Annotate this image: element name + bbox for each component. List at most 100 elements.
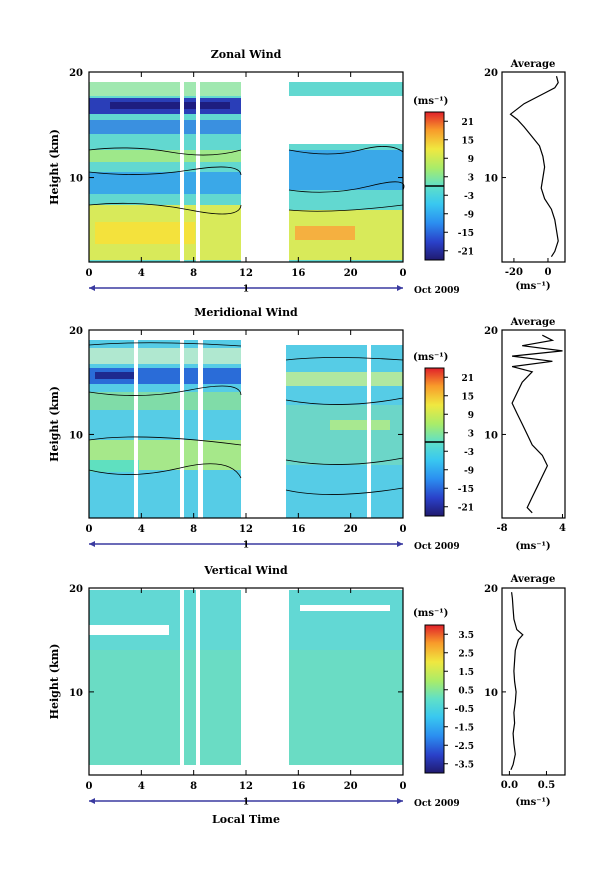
profile-y-tick-label: 20 — [484, 326, 498, 337]
day-label: 1 — [243, 541, 249, 551]
profile-y-tick-label: 10 — [484, 174, 498, 185]
colorbar-tick-label: 3.5 — [458, 631, 474, 641]
profile-unit: (ms⁻¹) — [515, 541, 550, 552]
colorbar-tick-label: 21 — [461, 374, 474, 384]
profile-line — [510, 592, 524, 771]
profile-title: Average — [510, 59, 556, 70]
colorbar-tick-label: 15 — [461, 136, 474, 146]
heatmap-vertical — [89, 590, 403, 775]
colorbar-meridional: (ms⁻¹) — [413, 352, 448, 517]
heatmap-zonal — [88, 72, 405, 262]
x-tick-label: 0 — [400, 268, 407, 279]
x-tick-label: 4 — [138, 268, 145, 279]
profile-y-tick-label: 20 — [484, 68, 498, 79]
panel-vertical: Vertical Wind (ms⁻¹) Average (ms⁻¹) — [88, 564, 566, 808]
x-tick-label: 16 — [291, 524, 305, 535]
x-tick-label: 12 — [239, 268, 253, 279]
day-label: 1 — [243, 798, 249, 808]
profile-x-tick-label: -8 — [496, 523, 507, 534]
colorbar-tick-label: 3 — [468, 429, 474, 439]
profile-title: Average — [510, 317, 556, 328]
profile-frame — [501, 587, 566, 776]
profile-y-tick-label: 20 — [484, 584, 498, 595]
colorbar-unit: (ms⁻¹) — [413, 352, 448, 363]
x-tick-label: 4 — [138, 524, 145, 535]
colorbar-tick-label: -0.5 — [455, 705, 474, 715]
colorbar-tick-label: 9 — [468, 411, 474, 421]
panel-meridional: Meridional Wind (ms⁻¹) — [88, 306, 566, 552]
colorbar-tick-label: -3 — [464, 192, 474, 202]
y-axis-label: Height (km) — [48, 129, 61, 205]
profile-x-tick-label: 0.5 — [538, 780, 555, 791]
x-tick-label: 8 — [190, 781, 197, 792]
profile-y-tick-label: 10 — [484, 430, 498, 441]
x-tick-label: 8 — [190, 524, 197, 535]
profile-x-tick-label: 0 — [544, 267, 551, 278]
profile-x-tick-label: -20 — [505, 267, 523, 278]
profile-x-tick-label: 4 — [559, 523, 566, 534]
x-tick-label: 16 — [291, 781, 305, 792]
date-label: Oct 2009 — [414, 799, 460, 809]
colorbar-tick-label: -9 — [464, 210, 474, 220]
x-tick-label: 0 — [86, 268, 93, 279]
colorbar-tick-label: 2.5 — [458, 649, 474, 659]
x-tick-label: 20 — [344, 524, 358, 535]
x-tick-label: 0 — [400, 524, 407, 535]
profile-y-tick-label: 10 — [484, 688, 498, 699]
colorbar-tick-label: -15 — [458, 485, 474, 495]
x-tick-label: 20 — [344, 268, 358, 279]
day-label: 1 — [243, 285, 249, 295]
x-axis-label: Local Time — [212, 813, 280, 826]
x-tick-label: 16 — [291, 268, 305, 279]
colorbar-tick-label: -3.5 — [455, 760, 474, 770]
panel-title: Zonal Wind — [211, 48, 282, 61]
colorbar-zonal: (ms⁻¹) — [413, 96, 448, 261]
x-tick-label: 20 — [344, 781, 358, 792]
x-tick-label: 0 — [400, 781, 407, 792]
y-tick-label: 20 — [69, 584, 83, 595]
y-axis-label: Height (km) — [48, 644, 61, 720]
panel-zonal: Zonal Wind (ms⁻¹) — [88, 48, 566, 292]
y-tick-label: 10 — [69, 174, 83, 185]
colorbar-tick-label: -15 — [458, 229, 474, 239]
date-label: Oct 2009 — [414, 286, 460, 296]
colorbar-vertical: (ms⁻¹) — [413, 608, 448, 774]
profile-unit: (ms⁻¹) — [515, 281, 550, 292]
panel-title: Vertical Wind — [203, 564, 288, 577]
profile-unit: (ms⁻¹) — [515, 797, 550, 808]
date-label: Oct 2009 — [414, 542, 460, 552]
colorbar-tick-label: 9 — [468, 155, 474, 165]
heatmap-meridional — [88, 330, 404, 518]
profile-line — [509, 76, 559, 258]
y-tick-label: 20 — [69, 326, 83, 337]
colorbar-tick-label: -2.5 — [455, 742, 474, 752]
colorbar-tick-label: 0.5 — [458, 686, 474, 696]
x-tick-label: 0 — [86, 781, 93, 792]
colorbar-tick-label: 1.5 — [458, 668, 474, 678]
profile-frame — [501, 329, 566, 519]
x-tick-label: 12 — [239, 524, 253, 535]
colorbar-tick-label: -21 — [458, 247, 474, 257]
panel-title: Meridional Wind — [194, 306, 298, 319]
colorbar-tick-label: 21 — [461, 118, 474, 128]
x-tick-label: 4 — [138, 781, 145, 792]
profile-title: Average — [510, 574, 556, 585]
colorbar-tick-label: 15 — [461, 392, 474, 402]
profile-frame — [501, 71, 566, 263]
colorbar-tick-label: 3 — [468, 173, 474, 183]
y-tick-label: 10 — [69, 688, 83, 699]
y-tick-label: 10 — [69, 430, 83, 441]
profile-line — [511, 334, 563, 514]
profile-x-tick-label: 0.0 — [501, 780, 518, 791]
colorbar-tick-label: -21 — [458, 503, 474, 513]
colorbar-unit: (ms⁻¹) — [413, 96, 448, 107]
x-tick-label: 12 — [239, 781, 253, 792]
y-axis-label: Height (km) — [48, 386, 61, 462]
colorbar-unit: (ms⁻¹) — [413, 608, 448, 619]
colorbar-tick-label: -1.5 — [455, 723, 474, 733]
x-tick-label: 8 — [190, 268, 197, 279]
y-tick-label: 20 — [69, 68, 83, 79]
colorbar-tick-label: -3 — [464, 448, 474, 458]
